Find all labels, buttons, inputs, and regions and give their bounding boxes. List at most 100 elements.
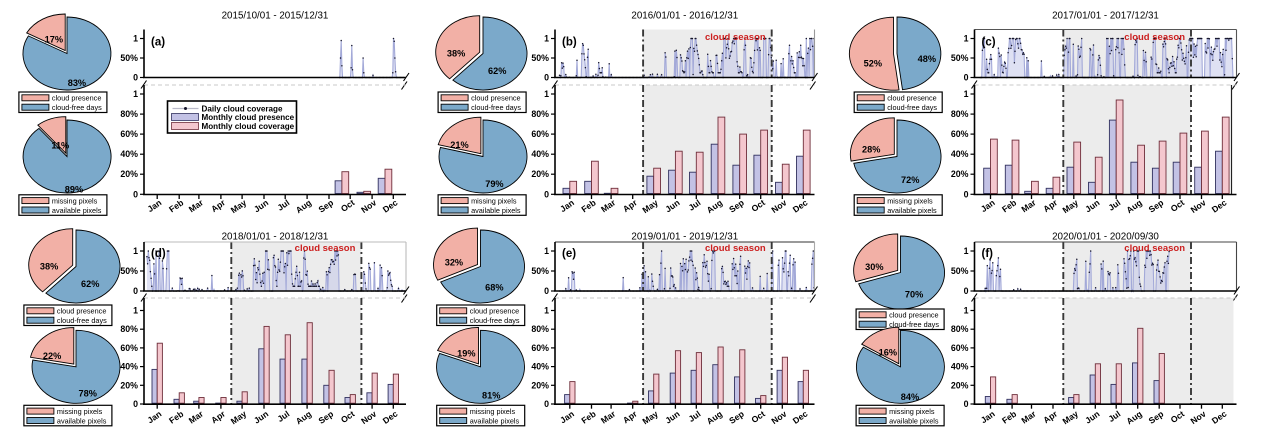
svg-text:missing pixels: missing pixels [887,196,933,205]
svg-text:40%: 40% [531,149,549,159]
svg-text:2015/10/01 - 2015/12/31: 2015/10/01 - 2015/12/31 [222,11,329,22]
svg-text:1: 1 [133,306,138,316]
svg-text:1: 1 [964,246,969,256]
svg-text:0: 0 [964,399,969,409]
svg-text:60%: 60% [531,129,549,139]
svg-text:0: 0 [544,189,549,199]
svg-text:available pixels: available pixels [57,416,107,425]
svg-text:Monthly cloud presence: Monthly cloud presence [202,113,295,122]
svg-text:0: 0 [544,399,549,409]
svg-text:available pixels: available pixels [52,206,102,215]
svg-text:22%: 22% [43,351,61,361]
svg-text:19%: 19% [457,348,475,358]
svg-text:1: 1 [544,34,549,44]
svg-text:38%: 38% [40,262,58,272]
svg-text:available pixels: available pixels [889,416,939,425]
svg-text:0: 0 [544,286,549,296]
svg-text:80%: 80% [120,109,138,119]
svg-text:0: 0 [964,286,969,296]
svg-text:72%: 72% [901,175,919,185]
svg-text:50%: 50% [531,53,549,63]
svg-text:1: 1 [544,89,549,99]
svg-text:available pixels: available pixels [887,206,937,215]
svg-text:cloud presence: cloud presence [889,311,939,320]
svg-text:cloud-free days: cloud-free days [889,320,939,329]
svg-text:1: 1 [133,246,138,256]
svg-text:20%: 20% [531,380,549,390]
svg-text:cloud season: cloud season [295,243,356,254]
svg-text:(c): (c) [982,37,996,49]
svg-text:cloud season: cloud season [705,243,766,254]
svg-text:(f): (f) [982,248,994,260]
svg-text:(d): (d) [151,248,166,260]
svg-text:20%: 20% [531,169,549,179]
svg-text:cloud season: cloud season [1124,32,1185,43]
svg-text:cloud presence: cloud presence [470,307,520,316]
svg-text:cloud season: cloud season [1124,243,1185,254]
svg-text:40%: 40% [951,362,969,372]
svg-text:60%: 60% [951,343,969,353]
svg-text:50%: 50% [531,266,549,276]
svg-text:32%: 32% [445,257,463,267]
svg-text:80%: 80% [531,109,549,119]
svg-text:38%: 38% [447,49,465,59]
svg-text:1: 1 [133,89,138,99]
svg-text:52%: 52% [864,59,882,69]
svg-text:48%: 48% [918,54,936,64]
svg-text:40%: 40% [951,149,969,159]
svg-text:(a): (a) [151,37,165,49]
svg-text:60%: 60% [951,129,969,139]
svg-text:20%: 20% [120,380,138,390]
svg-text:cloud-free days: cloud-free days [52,103,102,112]
svg-text:20%: 20% [120,169,138,179]
svg-text:missing pixels: missing pixels [889,407,935,416]
svg-text:89%: 89% [65,184,83,194]
svg-text:21%: 21% [450,140,468,150]
svg-text:84%: 84% [901,392,919,402]
svg-text:80%: 80% [951,324,969,334]
svg-text:40%: 40% [531,362,549,372]
svg-text:60%: 60% [120,129,138,139]
svg-text:50%: 50% [951,53,969,63]
svg-text:80%: 80% [951,109,969,119]
svg-text:50%: 50% [120,266,138,276]
svg-text:2016/01/01 - 2016/12/31: 2016/01/01 - 2016/12/31 [631,11,738,22]
svg-text:50%: 50% [951,266,969,276]
svg-text:2020/01/01 - 2020/09/30: 2020/01/01 - 2020/09/30 [1052,232,1159,243]
svg-text:62%: 62% [488,66,506,76]
svg-text:0: 0 [964,189,969,199]
svg-text:50%: 50% [120,53,138,63]
svg-text:cloud presence: cloud presence [887,94,937,103]
svg-text:cloud presence: cloud presence [471,94,520,103]
svg-text:60%: 60% [531,343,549,353]
svg-text:68%: 68% [485,282,503,292]
svg-text:1: 1 [133,34,138,44]
svg-text:17%: 17% [45,34,63,44]
svg-text:missing pixels: missing pixels [471,196,517,205]
svg-text:20%: 20% [951,380,969,390]
svg-text:cloud-free days: cloud-free days [471,103,521,112]
svg-text:missing pixels: missing pixels [57,407,103,416]
svg-text:(e): (e) [562,248,576,260]
svg-text:available pixels: available pixels [470,416,520,425]
svg-text:70%: 70% [905,290,923,300]
svg-text:1: 1 [964,34,969,44]
svg-text:80%: 80% [120,324,138,334]
svg-text:40%: 40% [120,149,138,159]
svg-text:1: 1 [964,306,969,316]
svg-text:0: 0 [544,73,549,83]
svg-text:2019/01/01 - 2019/12/31: 2019/01/01 - 2019/12/31 [631,232,738,243]
svg-text:cloud-free days: cloud-free days [470,316,520,325]
svg-text:0: 0 [964,73,969,83]
svg-text:0: 0 [133,189,138,199]
svg-text:cloud season: cloud season [705,32,766,43]
svg-text:81%: 81% [482,390,500,400]
svg-text:0: 0 [133,399,138,409]
svg-text:28%: 28% [862,145,880,155]
svg-text:79%: 79% [485,179,503,189]
svg-text:60%: 60% [120,343,138,353]
svg-text:11%: 11% [51,140,69,150]
svg-text:78%: 78% [79,389,97,399]
svg-text:Monthly cloud coverage: Monthly cloud coverage [202,122,295,131]
svg-text:missing pixels: missing pixels [52,196,98,205]
